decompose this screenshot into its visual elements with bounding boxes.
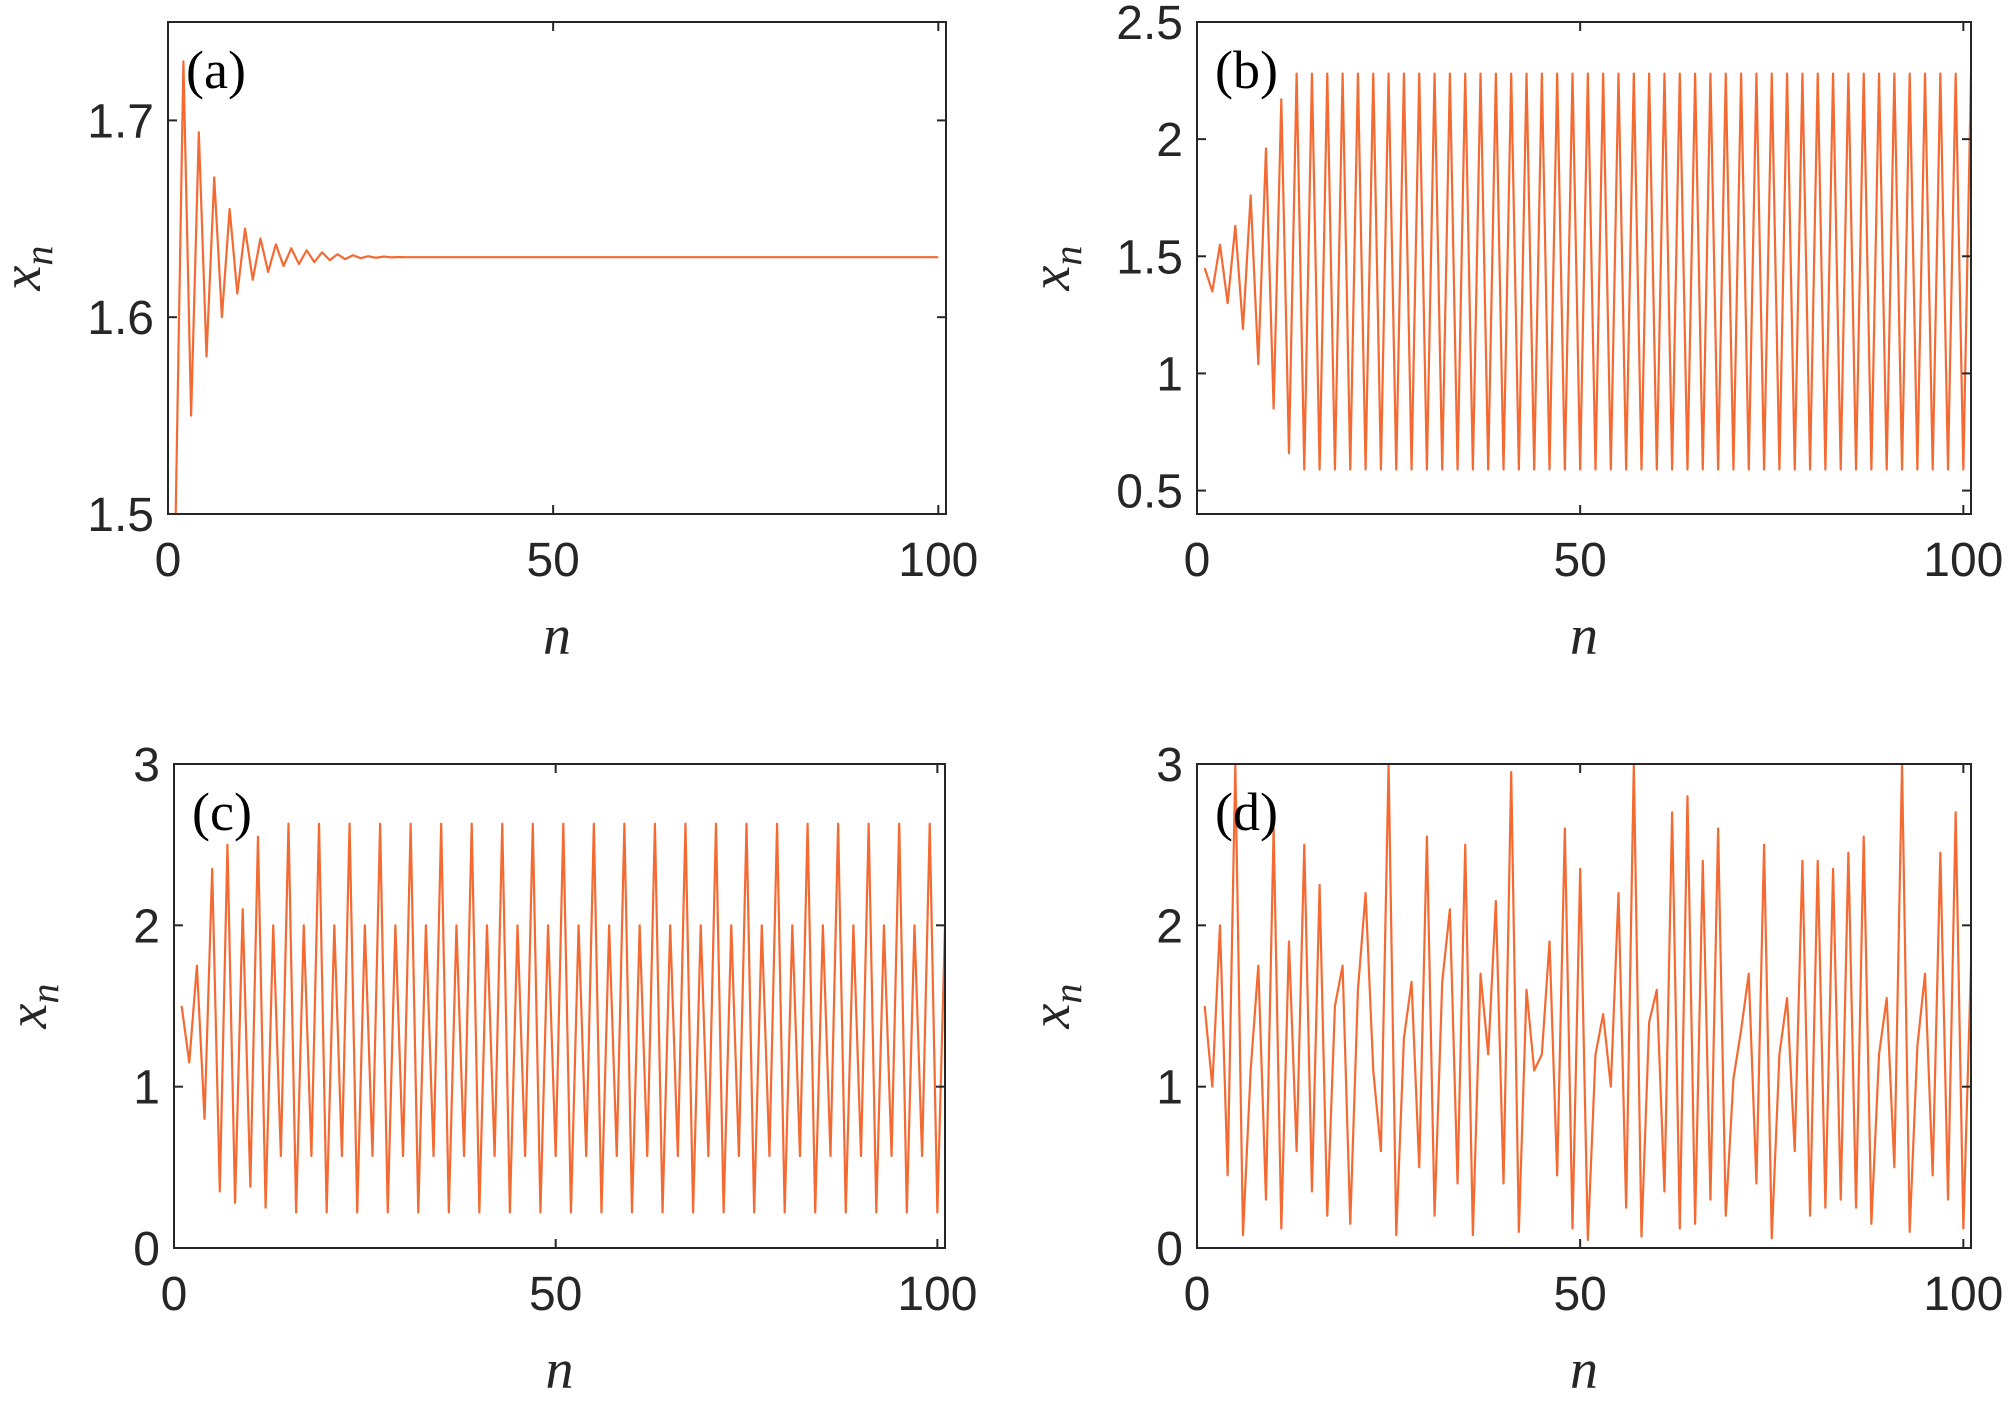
y-axis-label: xn: [0, 984, 67, 1030]
x-axis-label: n: [543, 605, 571, 667]
y-tick-label: 0.5: [1116, 466, 1183, 519]
y-tick-label: 1.6: [87, 292, 154, 345]
x-tick-label: 100: [1923, 1268, 2003, 1321]
axes-box: [167, 21, 947, 515]
y-tick-label: 2.5: [1116, 0, 1183, 50]
y-tick-label: 1: [133, 1062, 160, 1115]
axes-box: [173, 763, 946, 1249]
x-tick-label: 50: [1553, 1268, 1606, 1321]
y-tick-label: 3: [1156, 739, 1183, 792]
panel-label: (b): [1215, 40, 1278, 100]
panel-a: 0 50 100 1.5 1.6 1.7 n xn (a): [0, 21, 978, 667]
panel-label: (c): [192, 782, 252, 842]
x-tick-label: 0: [155, 534, 182, 587]
y-axis-label: xn: [0, 246, 61, 292]
y-tick-label: 1.7: [87, 95, 154, 148]
x-tick-label: 0: [1184, 1268, 1211, 1321]
panel-label: (a): [186, 40, 246, 100]
y-tick-label: 3: [133, 739, 160, 792]
series-line: [1203, 72, 1971, 471]
y-tick-label: 0: [1156, 1223, 1183, 1276]
x-tick-label: 50: [526, 534, 579, 587]
y-tick-label: 2: [1156, 900, 1183, 953]
y-axis-label: xn: [1020, 984, 1090, 1030]
x-tick-label: 100: [897, 1268, 977, 1321]
x-tick-label: 100: [898, 534, 978, 587]
panel-c: 0 50 100 0 1 2 3 n xn (c): [0, 739, 977, 1401]
x-tick-label: 50: [1553, 534, 1606, 587]
axes-box: [1196, 763, 1972, 1249]
x-axis-label: n: [546, 1339, 574, 1401]
series-line: [180, 822, 945, 1214]
x-tick-label: 50: [529, 1268, 582, 1321]
y-tick-label: 1.5: [1116, 231, 1183, 284]
y-tick-label: 1.5: [87, 489, 154, 542]
y-tick-label: 1: [1156, 348, 1183, 401]
series-line: [1203, 764, 1971, 1242]
y-tick-label: 2: [1156, 114, 1183, 167]
x-axis-label: n: [1570, 1339, 1598, 1401]
y-tick-label: 1: [1156, 1062, 1183, 1115]
y-tick-label: 0: [133, 1223, 160, 1276]
series-line: [174, 60, 939, 514]
panel-label: (d): [1215, 782, 1278, 842]
x-tick-label: 0: [1184, 534, 1211, 587]
x-axis-label: n: [1570, 605, 1598, 667]
y-axis-label: xn: [1020, 246, 1090, 292]
x-tick-label: 0: [161, 1268, 188, 1321]
y-tick-label: 2: [133, 900, 160, 953]
axes-box: [1196, 21, 1972, 515]
panel-b: 0 50 100 0.5 1 1.5 2 2.5 n xn (b): [1020, 0, 2003, 667]
x-tick-label: 100: [1923, 534, 2003, 587]
panel-d: 0 50 100 0 1 2 3 n xn (d): [1020, 739, 2003, 1401]
